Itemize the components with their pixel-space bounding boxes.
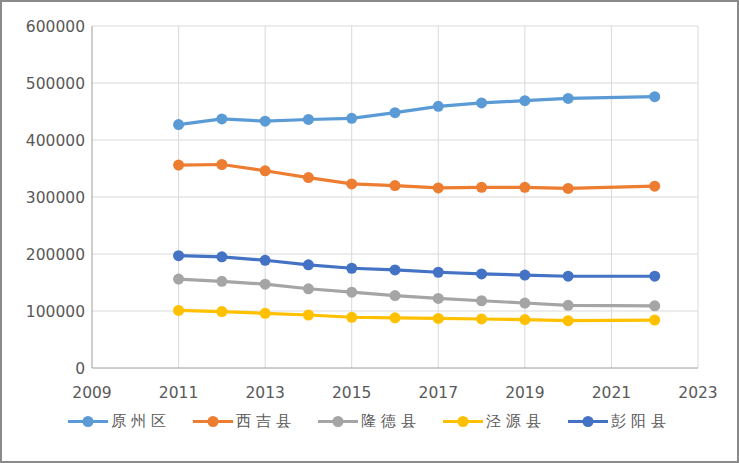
legend-marker-icon	[443, 415, 483, 428]
series-line-泾源县	[179, 310, 655, 320]
data-point-西吉县-2014	[303, 172, 314, 183]
x-tick-label: 2009	[72, 384, 111, 402]
y-tick-label: 100000	[26, 303, 85, 321]
data-point-彭阳县-2015	[346, 263, 357, 274]
data-point-泾源县-2020	[563, 315, 574, 326]
data-point-隆德县-2011	[173, 274, 184, 285]
y-tick-label: 400000	[26, 132, 85, 150]
data-point-原州区-2018	[476, 97, 487, 108]
y-tick-label: 500000	[26, 75, 85, 93]
x-tick-label: 2013	[245, 384, 284, 402]
data-point-泾源县-2019	[519, 314, 530, 325]
data-point-西吉县-2022	[649, 181, 660, 192]
data-point-西吉县-2020	[563, 183, 574, 194]
data-point-隆德县-2022	[649, 300, 660, 311]
data-point-原州区-2022	[649, 91, 660, 102]
data-point-隆德县-2015	[346, 287, 357, 298]
legend-label: 西吉县	[236, 412, 296, 431]
legend-item-原州区: 原州区	[68, 412, 171, 431]
data-point-泾源县-2017	[433, 313, 444, 324]
data-point-泾源县-2016	[390, 312, 401, 323]
x-tick-label: 2015	[332, 384, 371, 402]
series-line-隆德县	[179, 279, 655, 306]
data-point-西吉县-2016	[390, 180, 401, 191]
data-point-隆德县-2016	[390, 290, 401, 301]
data-point-原州区-2014	[303, 114, 314, 125]
x-tick-label: 2019	[505, 384, 544, 402]
data-point-原州区-2020	[563, 93, 574, 104]
data-point-隆德县-2013	[260, 279, 271, 290]
legend-item-泾源县: 泾源县	[443, 412, 546, 431]
chart-legend: 原州区 西吉县 隆德县 泾源县 彭阳县	[2, 412, 737, 431]
data-point-彭阳县-2012	[216, 251, 227, 262]
data-point-西吉县-2018	[476, 182, 487, 193]
data-point-原州区-2015	[346, 113, 357, 124]
data-point-彭阳县-2018	[476, 268, 487, 279]
legend-marker-icon	[68, 415, 108, 428]
data-point-彭阳县-2011	[173, 250, 184, 261]
chart-frame: 0 100000 200000 300000 400000 500000 600000 200…	[0, 0, 739, 463]
data-point-泾源县-2013	[260, 308, 271, 319]
data-point-西吉县-2019	[519, 182, 530, 193]
data-point-隆德县-2018	[476, 295, 487, 306]
legend-marker-icon	[568, 415, 608, 428]
legend-label: 原州区	[111, 412, 171, 431]
legend-item-彭阳县: 彭阳县	[568, 412, 671, 431]
series-line-西吉县	[179, 165, 655, 189]
line-chart-plot: 0 100000 200000 300000 400000 500000 600000 200…	[2, 2, 739, 410]
legend-marker-icon	[193, 415, 233, 428]
legend-label: 隆德县	[361, 412, 421, 431]
legend-label: 泾源县	[486, 412, 546, 431]
data-point-西吉县-2017	[433, 182, 444, 193]
data-point-彭阳县-2013	[260, 255, 271, 266]
x-tick-label: 2023	[678, 384, 717, 402]
data-point-彭阳县-2016	[390, 264, 401, 275]
legend-item-西吉县: 西吉县	[193, 412, 296, 431]
series-line-原州区	[179, 97, 655, 125]
data-point-隆德县-2020	[563, 300, 574, 311]
data-point-西吉县-2012	[216, 159, 227, 170]
data-point-泾源县-2012	[216, 306, 227, 317]
legend-marker-icon	[318, 415, 358, 428]
x-tick-label: 2017	[419, 384, 458, 402]
data-point-泾源县-2022	[649, 315, 660, 326]
data-point-彭阳县-2017	[433, 267, 444, 278]
data-point-泾源县-2015	[346, 312, 357, 323]
data-point-隆德县-2014	[303, 283, 314, 294]
x-tick-label: 2021	[592, 384, 631, 402]
data-point-原州区-2016	[390, 107, 401, 118]
data-point-西吉县-2013	[260, 165, 271, 176]
data-point-原州区-2013	[260, 116, 271, 127]
data-point-西吉县-2015	[346, 178, 357, 189]
x-tick-label: 2011	[159, 384, 198, 402]
data-point-彭阳县-2014	[303, 259, 314, 270]
data-point-隆德县-2012	[216, 276, 227, 287]
data-point-彭阳县-2019	[519, 270, 530, 281]
series-line-彭阳县	[179, 256, 655, 277]
legend-label: 彭阳县	[611, 412, 671, 431]
y-tick-label: 600000	[26, 18, 85, 36]
y-tick-label: 0	[75, 360, 85, 378]
data-point-彭阳县-2020	[563, 271, 574, 282]
data-point-西吉县-2011	[173, 160, 184, 171]
data-point-隆德县-2019	[519, 298, 530, 309]
y-tick-label: 200000	[26, 246, 85, 264]
data-point-泾源县-2018	[476, 313, 487, 324]
data-point-原州区-2019	[519, 95, 530, 106]
y-tick-label: 300000	[26, 189, 85, 207]
data-point-彭阳县-2022	[649, 271, 660, 282]
data-point-原州区-2011	[173, 119, 184, 130]
data-point-泾源县-2014	[303, 309, 314, 320]
data-point-泾源县-2011	[173, 305, 184, 316]
data-point-隆德县-2017	[433, 293, 444, 304]
data-point-原州区-2012	[216, 113, 227, 124]
data-point-原州区-2017	[433, 101, 444, 112]
legend-item-隆德县: 隆德县	[318, 412, 421, 431]
